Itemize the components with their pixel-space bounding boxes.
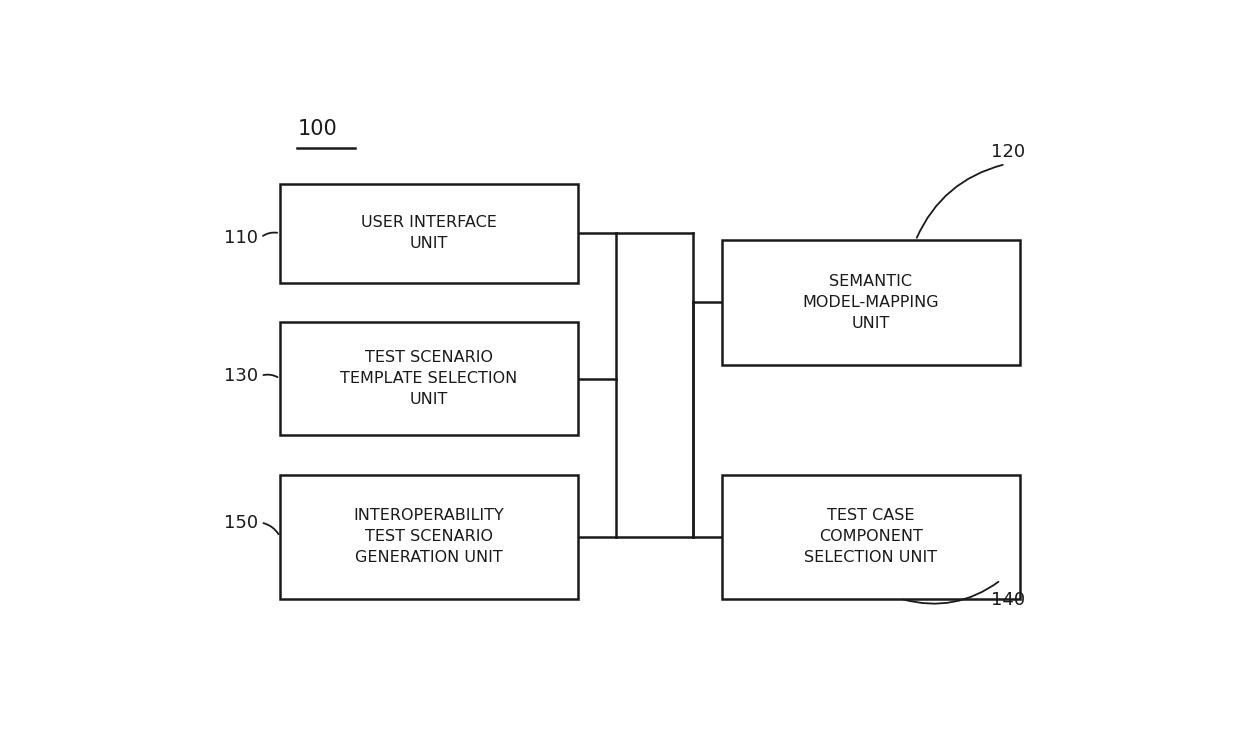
FancyBboxPatch shape (280, 184, 578, 283)
Text: 120: 120 (991, 144, 1025, 161)
FancyBboxPatch shape (280, 323, 578, 435)
FancyBboxPatch shape (722, 474, 1019, 599)
Text: 130: 130 (224, 366, 258, 385)
Text: SEMANTIC
MODEL-MAPPING
UNIT: SEMANTIC MODEL-MAPPING UNIT (802, 274, 939, 331)
Text: 140: 140 (991, 592, 1025, 609)
FancyBboxPatch shape (280, 474, 578, 599)
Text: 150: 150 (224, 514, 258, 531)
FancyBboxPatch shape (722, 240, 1019, 364)
Text: INTEROPERABILITY
TEST SCENARIO
GENERATION UNIT: INTEROPERABILITY TEST SCENARIO GENERATIO… (353, 508, 505, 565)
Text: 100: 100 (298, 119, 337, 139)
Text: TEST CASE
COMPONENT
SELECTION UNIT: TEST CASE COMPONENT SELECTION UNIT (805, 508, 937, 565)
Text: TEST SCENARIO
TEMPLATE SELECTION
UNIT: TEST SCENARIO TEMPLATE SELECTION UNIT (340, 350, 517, 407)
Text: USER INTERFACE
UNIT: USER INTERFACE UNIT (361, 216, 497, 251)
Text: 110: 110 (224, 229, 258, 246)
